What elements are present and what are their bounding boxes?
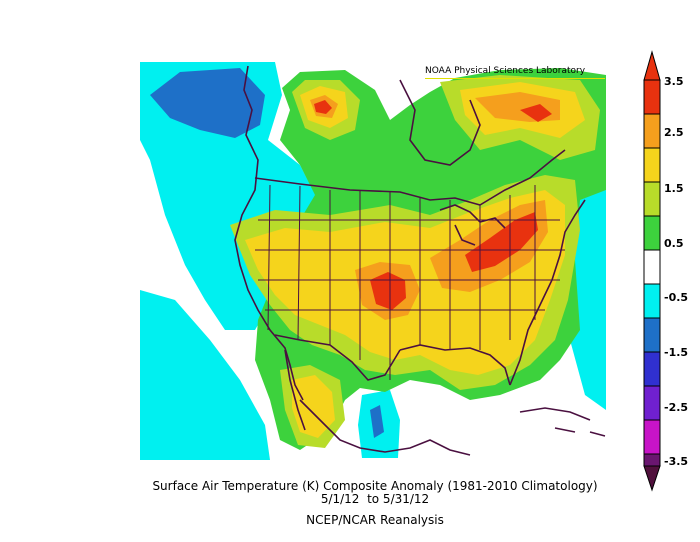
hot-spot-region [370, 272, 406, 310]
colorbar-label: 1.5 [664, 182, 684, 195]
colorbar-segment [643, 249, 661, 285]
colorbar-segment [643, 317, 661, 353]
colorbar-segment [643, 215, 661, 251]
colorbar-segment [643, 181, 661, 217]
us-mexico-border [274, 334, 401, 381]
colorbar-top-arrow [643, 50, 661, 81]
colorbar-label: -2.5 [664, 401, 689, 414]
map-area [140, 62, 606, 460]
credit-underline [425, 78, 605, 79]
us-canada-border [254, 177, 481, 206]
colorbar-label: 3.5 [664, 75, 684, 88]
hudson-bay-coast [399, 79, 481, 166]
colorbar-segment [643, 147, 661, 183]
cool-anomaly-region [140, 290, 270, 460]
colorbar [643, 50, 661, 492]
colorbar-label: -3.5 [664, 455, 689, 468]
baja-california [284, 349, 306, 431]
hot-spot-region [465, 212, 538, 272]
colorbar-label: -0.5 [664, 291, 689, 304]
colorbar-bottom-arrow [643, 465, 661, 492]
cold-anomaly-region [370, 405, 384, 438]
data-source: NCEP/NCAR Reanalysis [306, 513, 444, 527]
caribbean-islands [519, 407, 606, 437]
hot-spot-region [520, 104, 552, 122]
pacific-coastline [234, 65, 304, 401]
mexico-outline [299, 399, 471, 456]
colorbar-segment [643, 351, 661, 387]
cold-anomaly-region [150, 68, 265, 138]
date-range: 5/1/12 to 5/31/12 [320, 492, 430, 506]
colorbar-segment [643, 79, 661, 115]
map-title: Surface Air Temperature (K) Composite An… [152, 479, 598, 493]
credit-label: NOAA Physical Sciences Laboratory [425, 66, 586, 76]
colorbar-segment [643, 385, 661, 421]
us-canada-border-east [479, 149, 566, 206]
state-boundaries [255, 184, 565, 380]
colorbar-label: 2.5 [664, 126, 684, 139]
colorbar-segment [643, 419, 661, 455]
hot-spot-region [314, 100, 332, 114]
colorbar-segment [643, 283, 661, 319]
colorbar-label: -1.5 [664, 346, 689, 359]
colorbar-segment [643, 113, 661, 149]
colorbar-segment [643, 453, 661, 467]
colorbar-label: 0.5 [664, 237, 684, 250]
